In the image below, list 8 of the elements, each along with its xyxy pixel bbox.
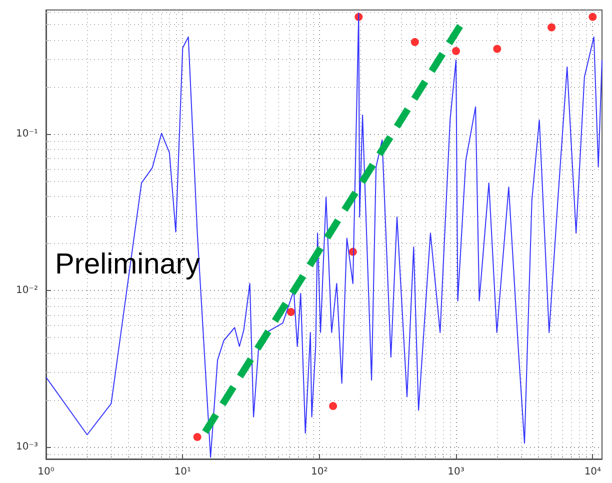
- x-tick-label: 10⁴: [584, 466, 602, 478]
- y-tick-label: 10⁻²: [16, 285, 38, 296]
- x-tick-label: 10⁰: [38, 466, 54, 478]
- y-tick-label: 10⁻¹: [16, 128, 38, 140]
- x-tick-label: 10²: [310, 466, 328, 478]
- x-tick-label: 10¹: [174, 466, 192, 478]
- x-tick-label: 10³: [448, 466, 464, 478]
- y-tick-label: 10⁻³: [16, 442, 38, 453]
